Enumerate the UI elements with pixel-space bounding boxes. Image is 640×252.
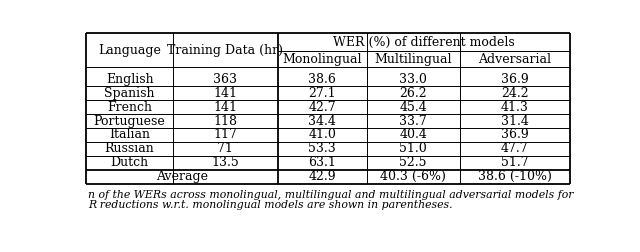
- Text: 31.4: 31.4: [501, 115, 529, 128]
- Text: Spanish: Spanish: [104, 87, 155, 100]
- Text: 33.0: 33.0: [399, 73, 427, 86]
- Text: 27.1: 27.1: [308, 87, 336, 100]
- Text: English: English: [106, 73, 154, 86]
- Text: Language: Language: [98, 44, 161, 57]
- Text: Multilingual: Multilingual: [374, 53, 452, 66]
- Text: Dutch: Dutch: [111, 156, 148, 169]
- Text: 51.0: 51.0: [399, 142, 427, 155]
- Text: 34.4: 34.4: [308, 115, 336, 128]
- Text: 117: 117: [213, 129, 237, 141]
- Text: 42.9: 42.9: [308, 170, 336, 183]
- Text: Monolingual: Monolingual: [282, 53, 362, 66]
- Text: 36.9: 36.9: [501, 73, 529, 86]
- Text: Training Data (hr): Training Data (hr): [167, 44, 284, 57]
- Text: 53.3: 53.3: [308, 142, 336, 155]
- Text: 38.6: 38.6: [308, 73, 336, 86]
- Text: 141: 141: [213, 87, 237, 100]
- Text: 141: 141: [213, 101, 237, 114]
- Text: 33.7: 33.7: [399, 115, 427, 128]
- Text: Russian: Russian: [105, 142, 154, 155]
- Text: 52.5: 52.5: [399, 156, 427, 169]
- Text: 26.2: 26.2: [399, 87, 427, 100]
- Text: 51.7: 51.7: [501, 156, 529, 169]
- Text: Italian: Italian: [109, 129, 150, 141]
- Text: 41.3: 41.3: [501, 101, 529, 114]
- Text: 40.4: 40.4: [399, 129, 427, 141]
- Text: Portuguese: Portuguese: [93, 115, 166, 128]
- Text: 24.2: 24.2: [501, 87, 529, 100]
- Text: French: French: [107, 101, 152, 114]
- Text: 45.4: 45.4: [399, 101, 427, 114]
- Text: 363: 363: [213, 73, 237, 86]
- Text: 42.7: 42.7: [308, 101, 336, 114]
- Text: 36.9: 36.9: [501, 129, 529, 141]
- Text: 13.5: 13.5: [211, 156, 239, 169]
- Text: 40.3 (-6%): 40.3 (-6%): [380, 170, 446, 183]
- Text: WER (%) of different models: WER (%) of different models: [333, 36, 515, 49]
- Text: 47.7: 47.7: [501, 142, 529, 155]
- Text: 71: 71: [218, 142, 233, 155]
- Text: n of the WERs across monolingual, multilingual and multilingual adversarial mode: n of the WERs across monolingual, multil…: [88, 191, 573, 200]
- Text: 38.6 (-10%): 38.6 (-10%): [478, 170, 552, 183]
- Text: 118: 118: [213, 115, 237, 128]
- Text: 63.1: 63.1: [308, 156, 336, 169]
- Text: Average: Average: [156, 170, 208, 183]
- Text: R reductions w.r.t. monolingual models are shown in parentheses.: R reductions w.r.t. monolingual models a…: [88, 200, 452, 210]
- Text: 41.0: 41.0: [308, 129, 336, 141]
- Text: Adversarial: Adversarial: [478, 53, 551, 66]
